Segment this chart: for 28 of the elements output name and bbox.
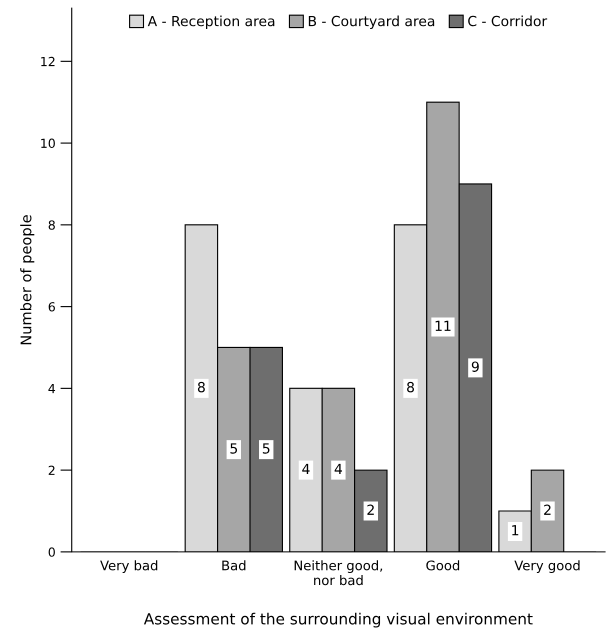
y-tick-label: 10 xyxy=(41,138,55,148)
data-label: 5 xyxy=(262,443,270,454)
data-label: 2 xyxy=(544,504,551,515)
x-tick-label: Good xyxy=(426,560,460,570)
x-tick-label: Very good xyxy=(514,560,580,573)
data-label: 4 xyxy=(334,464,342,474)
y-tick-label: 8 xyxy=(48,220,55,230)
y-tick-label: 6 xyxy=(48,302,55,312)
data-label: 8 xyxy=(198,382,205,392)
legend-label: C - Corridor xyxy=(468,16,548,26)
x-tick-label: Very bad xyxy=(100,560,158,573)
data-label: 1 xyxy=(512,525,518,536)
data-label: 11 xyxy=(436,320,450,331)
y-axis-title: Number of people xyxy=(20,215,34,344)
x-axis-title: Assessment of the surrounding visual environment xyxy=(144,612,533,628)
x-tick-label: Bad xyxy=(222,560,246,570)
data-label: 2 xyxy=(367,504,374,515)
data-label: 9 xyxy=(472,361,479,372)
legend-label: B - Courtyard area xyxy=(308,16,434,29)
x-tick-label: Neither good, nor bad xyxy=(294,560,382,586)
y-tick-label: 12 xyxy=(41,56,54,66)
y-tick-label: 0 xyxy=(48,547,55,557)
y-tick-label: 2 xyxy=(48,466,54,475)
data-label: 8 xyxy=(407,382,414,392)
legend-label: A - Reception area xyxy=(148,16,274,29)
data-label: 5 xyxy=(230,443,238,454)
data-label: 4 xyxy=(302,464,310,474)
y-tick-label: 4 xyxy=(48,384,56,394)
